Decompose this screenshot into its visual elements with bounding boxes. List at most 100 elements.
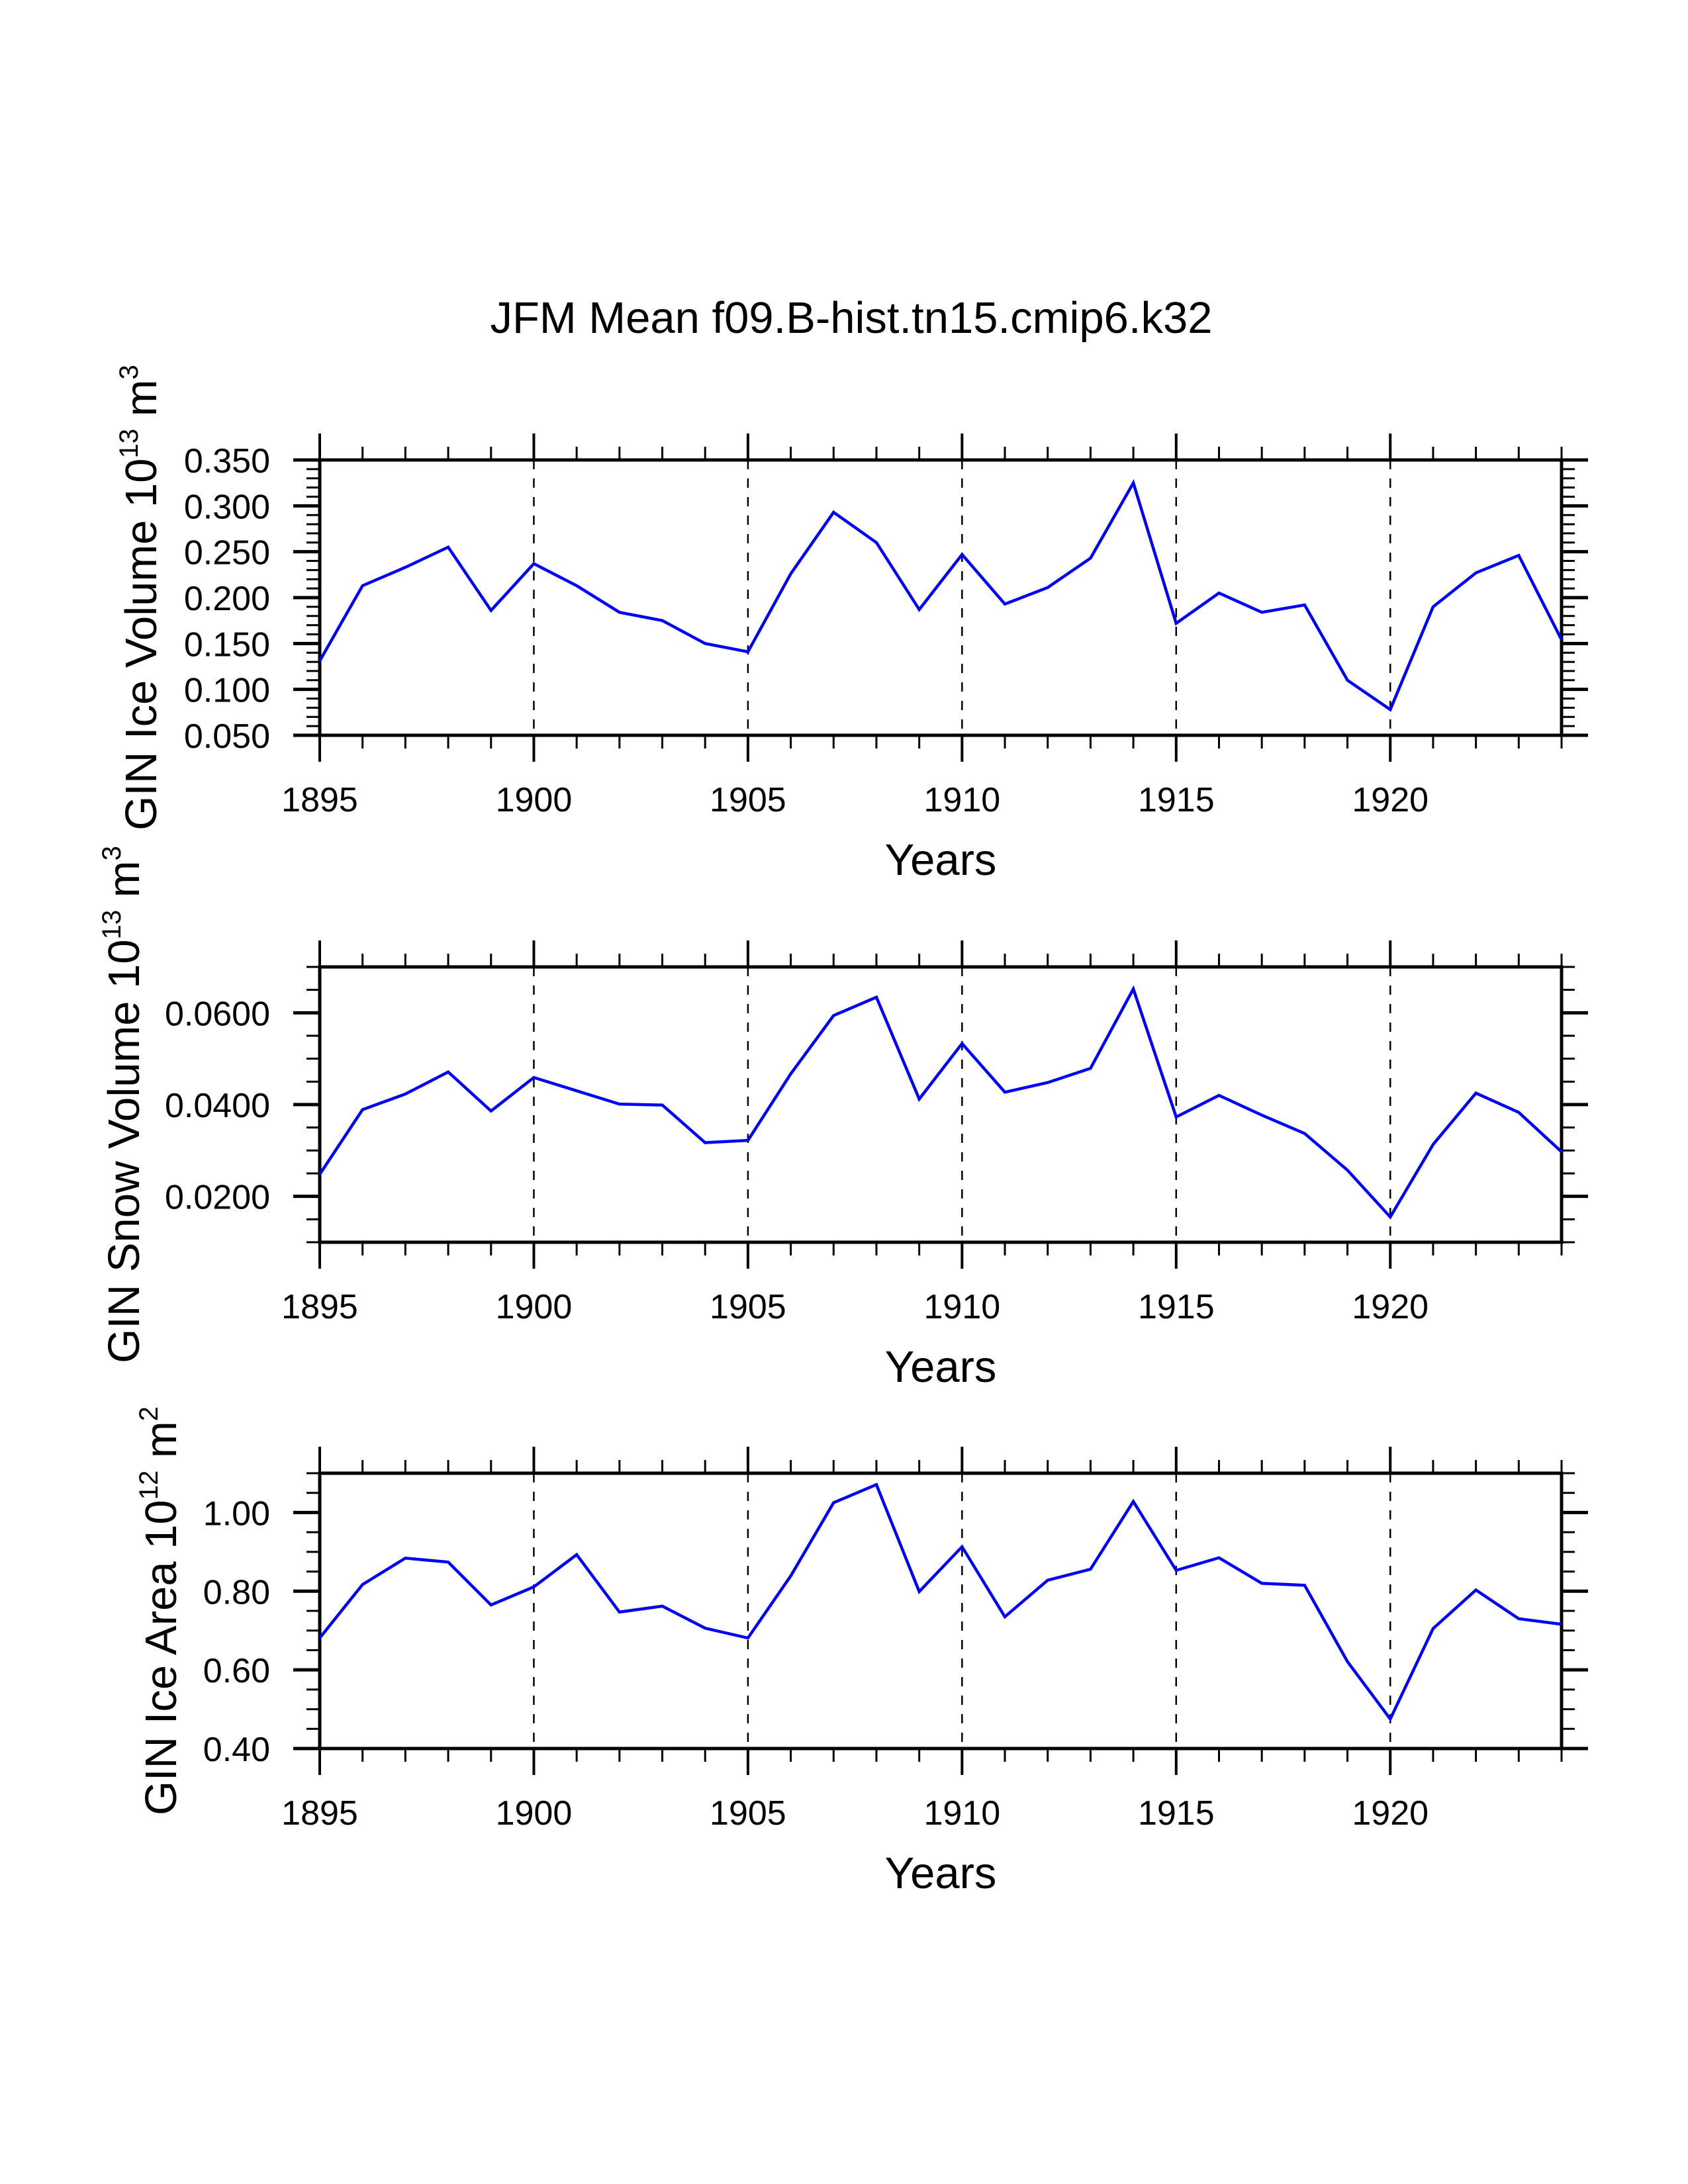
y-axis-title-superscript: 2	[134, 1406, 164, 1421]
y-axis-title-text: GIN Ice Area 10	[136, 1500, 186, 1815]
x-tick-label: 1915	[1138, 1288, 1215, 1326]
y-tick-label: 0.40	[203, 1731, 270, 1769]
y-axis-title-superscript: 3	[97, 846, 126, 860]
data-point	[1047, 586, 1049, 589]
y-tick-label: 0.200	[184, 580, 270, 618]
data-point	[532, 1076, 535, 1079]
data-point	[1389, 1717, 1391, 1720]
data-point	[447, 546, 449, 549]
y-tick-label: 0.050	[184, 717, 270, 756]
y-axis-title-superscript: 3	[115, 365, 144, 379]
plot-frame	[318, 1471, 1564, 1751]
data-point	[832, 1014, 835, 1017]
data-point	[1175, 1116, 1178, 1118]
data-point	[575, 584, 578, 587]
data-point	[1432, 606, 1434, 608]
x-tick-label: 1910	[924, 1794, 1001, 1833]
data-point	[747, 651, 749, 653]
data-point	[1303, 1132, 1306, 1135]
plot-frame	[318, 965, 1564, 1244]
data-point	[575, 1089, 578, 1092]
y-axis-title: GIN Ice Volume 1013 m3	[115, 365, 166, 831]
data-point	[918, 1590, 921, 1593]
data-point	[1475, 572, 1477, 574]
data-point	[1047, 1081, 1049, 1084]
data-point	[1175, 1569, 1178, 1572]
data-point	[832, 511, 835, 514]
data-point	[1517, 554, 1520, 557]
y-axis-title-superscript: 13	[115, 429, 144, 459]
data-point	[1560, 1150, 1563, 1153]
data-point	[447, 1071, 449, 1073]
x-tick-label: 1905	[710, 1288, 786, 1326]
data-point	[832, 1502, 835, 1504]
y-axis-title-text: m	[136, 1421, 186, 1470]
y-axis-title-text: m	[117, 379, 166, 428]
data-point	[1346, 679, 1349, 682]
data-point	[1475, 1589, 1477, 1592]
data-point	[1004, 1615, 1006, 1618]
data-point	[1260, 1582, 1263, 1584]
data-point	[1089, 557, 1092, 559]
y-tick-label: 0.60	[203, 1652, 270, 1690]
x-tick-label: 1920	[1352, 781, 1429, 819]
data-point	[1004, 1091, 1006, 1093]
data-point	[1217, 1094, 1220, 1097]
data-point	[1475, 1092, 1477, 1095]
data-point	[1517, 1617, 1520, 1620]
data-point	[875, 1483, 878, 1486]
data-point	[532, 1586, 535, 1588]
x-tick-label: 1910	[924, 1288, 1001, 1326]
data-point	[1432, 1143, 1434, 1146]
panels: 1895 1900 1905 1910 1915 1920 0.050 0.100 0.150 0…	[97, 365, 1588, 1898]
data-point	[1132, 987, 1135, 990]
data-point	[961, 1042, 963, 1045]
y-axis-title-text: GIN Snow Volume 10	[99, 939, 149, 1363]
data-point	[1175, 622, 1178, 625]
data-point	[661, 1104, 664, 1107]
data-point	[875, 541, 878, 544]
data-point	[361, 584, 364, 587]
data-point	[1303, 604, 1306, 606]
data-point	[404, 566, 406, 569]
data-point	[318, 660, 321, 662]
x-tick-label: 1900	[496, 781, 573, 819]
data-point	[404, 1093, 406, 1095]
data-point	[1089, 1568, 1092, 1570]
data-point	[1560, 639, 1563, 641]
data-point	[447, 1561, 449, 1563]
data-point	[1346, 1169, 1349, 1171]
data-point	[361, 1583, 364, 1586]
series-line	[318, 479, 1564, 712]
x-axis-title: Years	[885, 835, 997, 885]
data-point	[1132, 1500, 1135, 1503]
x-tick-label: 1920	[1352, 1794, 1429, 1833]
data-point	[490, 1110, 492, 1113]
x-axis-title: Years	[885, 1848, 997, 1898]
data-point	[1389, 1216, 1391, 1218]
data-point	[704, 642, 706, 645]
data-point	[1217, 1557, 1220, 1559]
data-point	[747, 1139, 749, 1142]
y-tick-label: 0.0200	[165, 1179, 270, 1217]
series-line	[318, 985, 1563, 1220]
data-point	[618, 1611, 621, 1614]
data-point	[747, 1637, 749, 1639]
plot-frame	[318, 458, 1564, 737]
y-tick-label: 0.150	[184, 625, 270, 664]
data-point	[318, 1637, 321, 1639]
data-point	[1089, 1067, 1092, 1069]
data-point	[961, 553, 963, 556]
data-point	[875, 996, 878, 999]
y-tick-label: 0.250	[184, 534, 270, 572]
y-tick-label: 0.80	[203, 1573, 270, 1612]
y-tick-label: 1.00	[203, 1494, 270, 1533]
data-point	[618, 1103, 621, 1105]
data-point	[1346, 1661, 1349, 1663]
data-point	[918, 1098, 921, 1101]
y-axis-title-text: m	[99, 860, 149, 909]
data-point	[490, 1604, 492, 1606]
x-tick-label: 1895	[281, 1794, 358, 1833]
